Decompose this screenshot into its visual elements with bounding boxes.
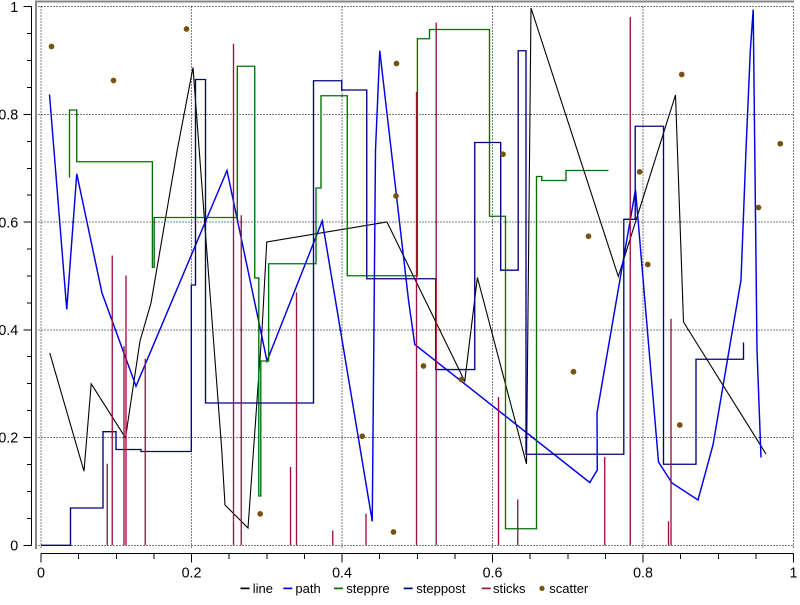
svg-text:0.8: 0.8: [633, 565, 653, 581]
svg-text:0.8: 0.8: [0, 108, 18, 124]
svg-text:0.4: 0.4: [0, 323, 18, 339]
svg-text:0: 0: [10, 539, 18, 555]
svg-text:steppre: steppre: [346, 581, 389, 596]
svg-text:0.2: 0.2: [182, 565, 202, 581]
svg-text:0.6: 0.6: [0, 215, 18, 231]
svg-text:scatter: scatter: [549, 581, 589, 596]
svg-text:path: path: [295, 581, 320, 596]
svg-text:0: 0: [37, 565, 45, 581]
svg-text:0.6: 0.6: [483, 565, 503, 581]
svg-text:sticks: sticks: [493, 581, 526, 596]
svg-text:1: 1: [790, 565, 798, 581]
svg-text:1: 1: [10, 0, 18, 16]
svg-text:steppost: steppost: [416, 581, 466, 596]
svg-text:line: line: [253, 581, 273, 596]
svg-text:0.2: 0.2: [0, 431, 18, 447]
svg-text:0.4: 0.4: [332, 565, 352, 581]
